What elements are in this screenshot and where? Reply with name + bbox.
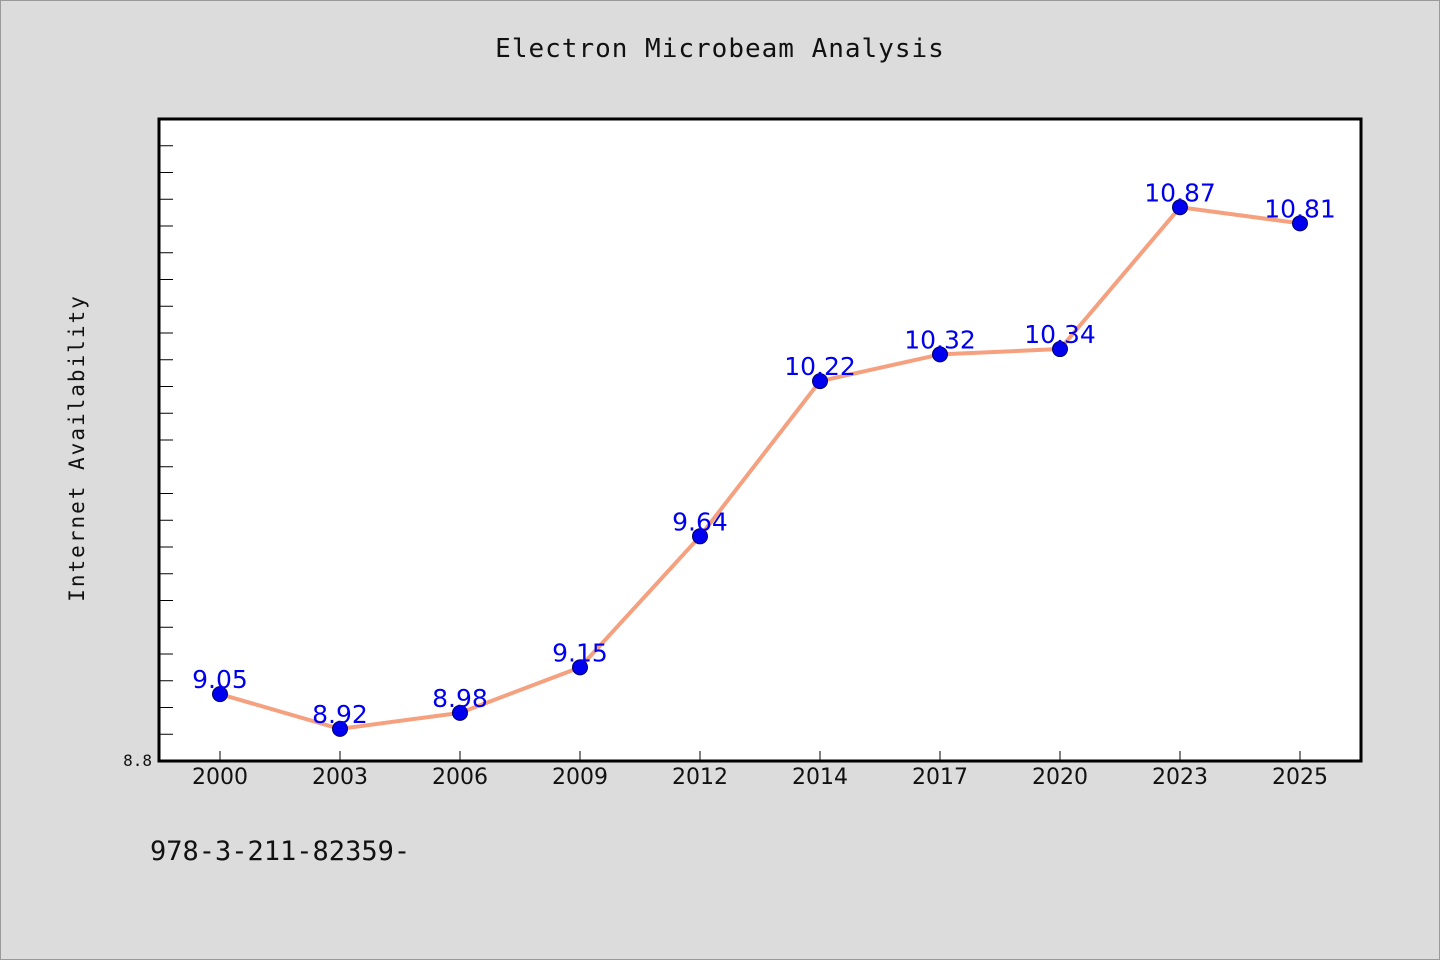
x-tick-label: 2009 (552, 765, 608, 790)
data-point (452, 704, 468, 721)
x-tick-label: 2003 (312, 765, 368, 790)
data-label: 10.87 (1144, 178, 1216, 207)
data-point (1172, 199, 1188, 216)
data-point (1292, 215, 1308, 232)
x-tick-label: 2020 (1032, 765, 1088, 790)
x-tick-label: 2006 (432, 765, 488, 790)
x-axis-ticks: 2000 2003 2006 2009 2012 2014 2017 2020 2023 2025 (192, 751, 1328, 790)
data-label: 8.92 (312, 700, 368, 729)
data-point (572, 659, 588, 676)
x-tick-label: 2023 (1152, 765, 1208, 790)
data-label: 10.81 (1264, 194, 1336, 223)
data-label: 9.64 (672, 507, 728, 536)
data-point (1052, 341, 1068, 358)
data-point (812, 373, 828, 390)
data-label: 10.34 (1024, 320, 1096, 349)
footer-isbn-text: 978-3-211-82359- (150, 836, 411, 867)
y-tick-label: 8.8 (123, 751, 152, 770)
plot-area (157, 117, 1363, 763)
series-line (219, 205, 1301, 731)
data-point (932, 346, 948, 363)
data-labels: 9.05 8.92 8.98 9.15 9.64 10.22 10.32 10.34 10.87… (192, 178, 1336, 729)
data-point (692, 528, 708, 545)
x-tick-label: 2025 (1272, 765, 1328, 790)
chart-title: Electron Microbeam Analysis (495, 34, 945, 64)
data-point (332, 720, 348, 737)
data-markers (212, 199, 1308, 737)
data-label: 8.98 (432, 684, 488, 713)
x-tick-label: 2000 (192, 765, 248, 790)
x-tick-label: 2017 (912, 765, 968, 790)
data-label: 9.15 (552, 638, 608, 667)
x-tick-label: 2014 (792, 765, 848, 790)
data-label: 10.22 (784, 352, 856, 381)
data-label: 10.32 (904, 325, 976, 354)
data-label: 9.05 (192, 665, 248, 694)
x-tick-label: 2012 (672, 765, 728, 790)
y-axis-ticks (159, 145, 173, 762)
data-point (212, 686, 228, 703)
